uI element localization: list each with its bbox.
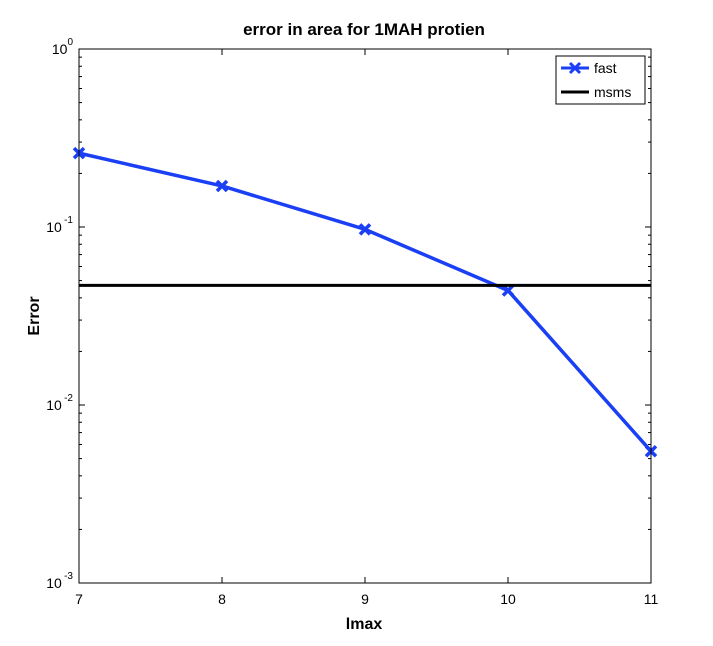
chart-title: error in area for 1MAH protien: [243, 20, 485, 39]
plot-frame: [78, 48, 652, 584]
y-tick-label: 010: [52, 37, 74, 57]
legend-msms-label: msms: [594, 84, 631, 100]
y-tick-base: 10: [46, 575, 62, 591]
y-tick-label: -210: [46, 393, 73, 413]
x-tick-label: 9: [361, 591, 369, 607]
data-layer: [72, 146, 658, 458]
y-tick-label: -110: [46, 215, 73, 235]
legend-fast-marker: [568, 61, 582, 75]
y-tick-exponent: -1: [64, 215, 73, 226]
y-tick-labels: 010-110-210-310: [46, 37, 73, 591]
plot-area: [79, 49, 651, 583]
y-tick-exponent: 0: [67, 37, 73, 48]
x-tick-labels: 7 8 9 10 11: [75, 591, 658, 607]
y-tick-base: 10: [46, 219, 62, 235]
legend-fast-label: fast: [594, 60, 617, 76]
series-fast-point: [501, 284, 515, 297]
y-tick-base: 10: [46, 397, 62, 413]
x-tick-label: 10: [500, 591, 516, 607]
y-axis-label: Error: [26, 296, 43, 335]
x-tick-label: 11: [644, 591, 659, 607]
y-tick-exponent: -2: [64, 393, 73, 404]
legend: fast msms: [555, 55, 646, 105]
y-tick-exponent: -3: [64, 571, 73, 582]
x-tick-label: 8: [218, 591, 226, 607]
x-axis-label: lmax: [346, 616, 383, 633]
x-tick-label: 7: [75, 591, 83, 607]
series-fast-point: [215, 179, 229, 193]
y-tick-label: -310: [46, 571, 73, 591]
series-fast-point: [358, 223, 372, 236]
y-tick-base: 10: [52, 41, 68, 57]
